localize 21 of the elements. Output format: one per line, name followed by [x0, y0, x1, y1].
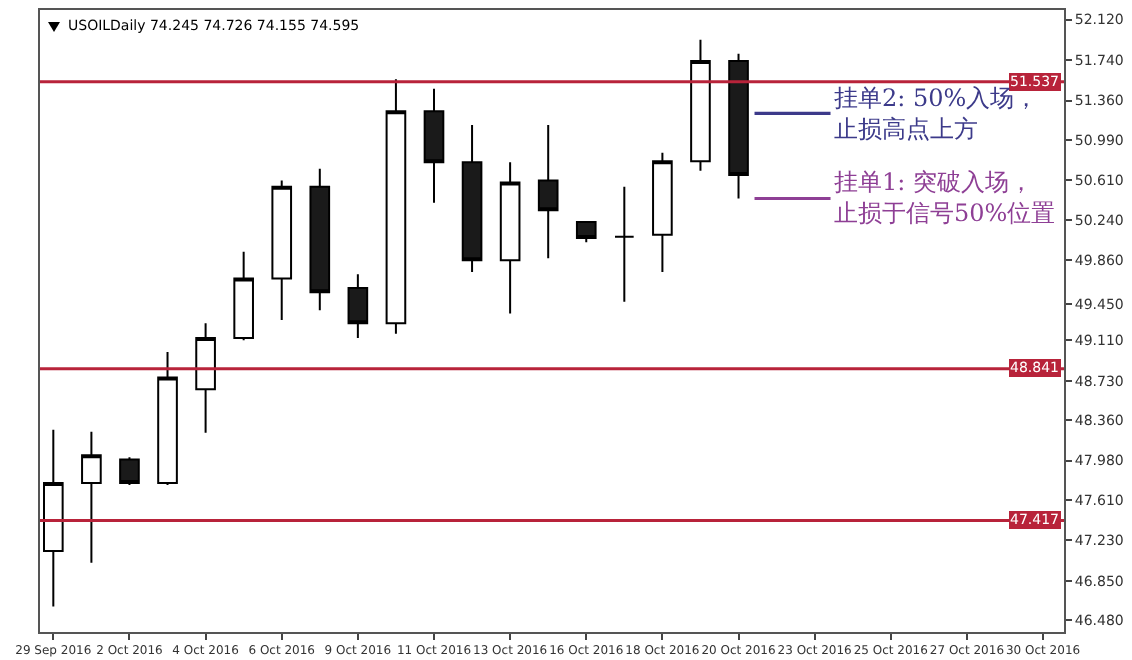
- candlestick: [575, 219, 597, 244]
- candlestick: [461, 124, 483, 273]
- candlestick: [195, 322, 216, 434]
- candlestick: [233, 250, 254, 342]
- candlestick: [690, 38, 711, 172]
- candlestick: [309, 167, 331, 312]
- candlestick: [537, 124, 559, 260]
- candlestick: [728, 52, 749, 200]
- candlestick: [385, 78, 407, 335]
- candlestick: [157, 350, 178, 487]
- candlestick: [347, 273, 369, 340]
- annotation: 挂单1: 突破入场，止损于信号50%位置: [834, 168, 1056, 228]
- candlestick: [652, 151, 673, 273]
- candlestick: [614, 185, 635, 303]
- annotation: 挂单2: 50%入场，止损高点上方: [834, 84, 1039, 144]
- candlestick: [423, 87, 445, 204]
- candlestick: [81, 430, 102, 564]
- candlestick: [271, 179, 293, 321]
- candlestick: [499, 161, 521, 315]
- candlestick: [43, 428, 64, 608]
- candlestick: [119, 456, 140, 487]
